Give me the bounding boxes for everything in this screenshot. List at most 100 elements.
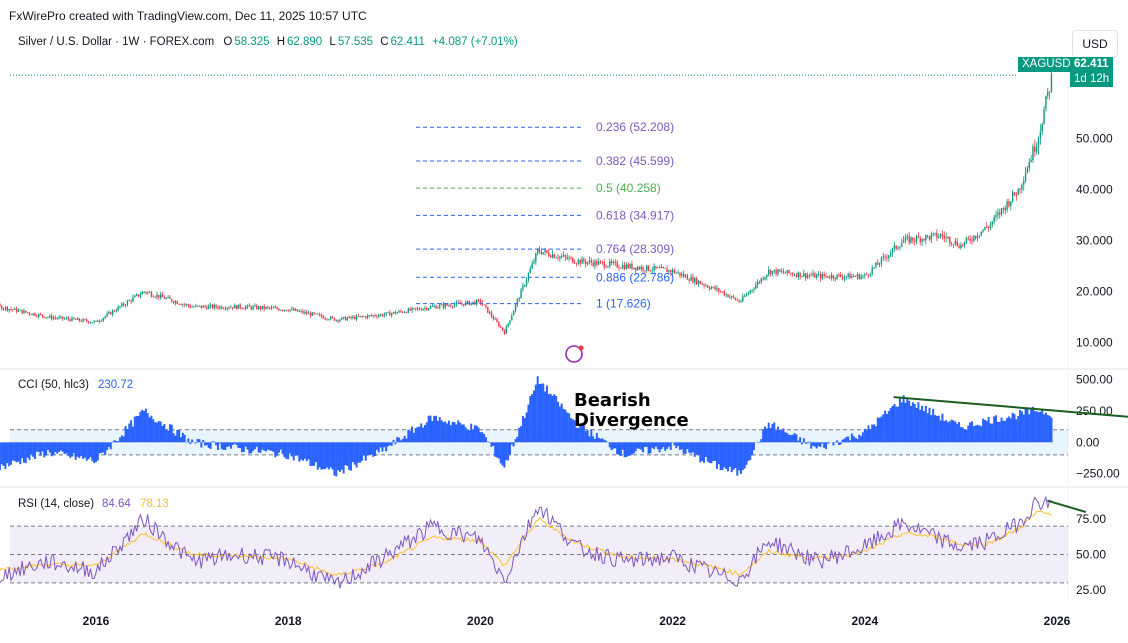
cci-bar — [549, 393, 552, 443]
candle-body — [23, 310, 25, 314]
cci-bar — [52, 442, 55, 456]
cci-bar — [989, 423, 992, 443]
cci-bar — [407, 429, 410, 443]
cci-bar — [612, 442, 615, 449]
candle-body — [230, 307, 232, 309]
cci-bar — [843, 438, 846, 443]
candle-body — [257, 306, 260, 310]
candle-body — [331, 316, 334, 318]
candle-body — [1004, 207, 1006, 211]
cci-bar — [571, 419, 574, 443]
cci-bar — [226, 442, 229, 448]
cci-bar — [734, 442, 737, 469]
candle-body — [289, 309, 291, 312]
candle-body — [176, 301, 179, 304]
candle-body — [825, 276, 827, 277]
candle-body — [865, 274, 868, 276]
cci-bar — [37, 442, 40, 453]
candle-body — [1011, 192, 1014, 202]
symbol-tag: XAGUSD — [1018, 57, 1075, 72]
cci-bar — [812, 442, 815, 446]
candle-body — [768, 269, 770, 275]
candle-body — [1008, 201, 1010, 207]
candle-body — [963, 241, 966, 246]
cci-bar — [841, 439, 844, 443]
candle-body — [590, 260, 592, 263]
currency-button[interactable]: USD — [1072, 30, 1118, 58]
cci-bar — [625, 442, 628, 458]
candle-body — [402, 311, 404, 313]
cci-bar — [287, 442, 290, 460]
cci-bar — [80, 442, 83, 457]
candle-body — [418, 308, 421, 310]
cci-bar — [919, 409, 922, 443]
cci-bar — [521, 415, 524, 443]
candle-body — [594, 260, 596, 266]
candle-body — [313, 312, 315, 314]
candle-body — [692, 276, 694, 283]
cci-bar — [436, 420, 439, 443]
candle-body — [86, 319, 88, 322]
candle-body — [184, 304, 186, 306]
cci-bar — [497, 442, 500, 459]
cci-bar — [252, 442, 255, 451]
alert-dot-icon — [578, 345, 584, 351]
candle-body — [786, 270, 788, 274]
cci-bar — [660, 442, 663, 450]
candle-body — [823, 274, 825, 277]
candle-body — [26, 312, 29, 314]
rsi-line — [0, 495, 1052, 589]
candle-body — [100, 320, 103, 322]
price-axis-label: 10.000 — [1076, 336, 1113, 350]
candle-body — [902, 240, 905, 243]
candle-body — [448, 305, 450, 307]
candle-body — [566, 256, 568, 259]
cci-bar — [1028, 414, 1031, 443]
candle-body — [928, 236, 931, 240]
cci-bar — [1039, 411, 1042, 443]
candle-body — [455, 302, 458, 305]
candle-body — [954, 241, 957, 245]
candle-body — [832, 275, 835, 279]
cci-bar — [924, 405, 927, 443]
candle-body — [280, 310, 282, 311]
candle-body — [976, 236, 979, 239]
cci-bar — [581, 423, 584, 443]
candle-body — [254, 305, 256, 307]
cci-bar — [1004, 420, 1007, 443]
cci-bar — [418, 426, 421, 443]
candle-body — [707, 285, 709, 288]
candle-body — [198, 305, 201, 307]
cci-bar — [557, 401, 560, 443]
candle-body — [967, 237, 969, 239]
cci-bar — [640, 442, 643, 450]
rsi-divergence-line — [1047, 499, 1087, 513]
cci-bar — [651, 442, 654, 448]
candle-body — [119, 306, 121, 308]
cci-bar — [412, 432, 415, 443]
candle-body — [1048, 91, 1051, 93]
cci-bar — [1046, 415, 1049, 443]
cci-bar — [11, 442, 14, 461]
cci-bar — [897, 406, 900, 443]
cci-bar — [961, 427, 964, 443]
candle-body — [439, 304, 441, 308]
cci-bar — [305, 442, 308, 462]
cci-bar — [760, 439, 763, 443]
cci-bar — [338, 442, 341, 472]
cci-bar — [442, 421, 445, 443]
cci-bar — [322, 442, 325, 470]
candle-body — [997, 212, 999, 216]
cci-bar — [490, 442, 493, 447]
candle-body — [265, 307, 267, 309]
cci-bar — [423, 425, 426, 443]
candle-body — [209, 304, 212, 306]
cci-bar — [782, 428, 785, 443]
cci-bar — [314, 442, 317, 463]
cci-bar — [784, 432, 787, 443]
candle-body — [379, 314, 382, 316]
time-axis-label: 2022 — [659, 614, 686, 628]
candle-body — [398, 311, 400, 313]
candle-body — [501, 327, 504, 331]
